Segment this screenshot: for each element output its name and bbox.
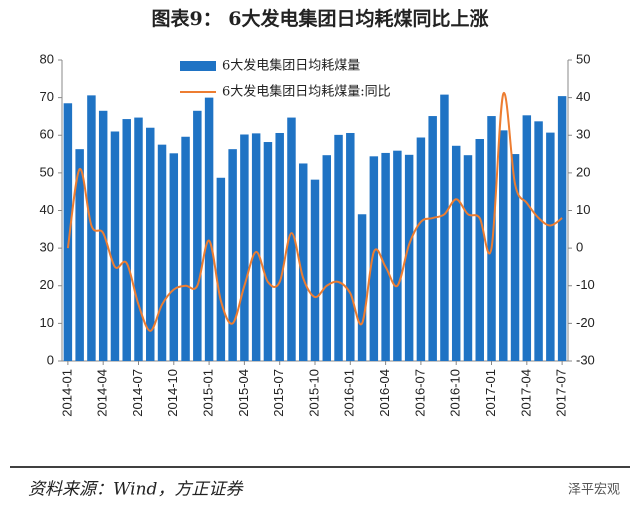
y-tick-label: 40 [40,202,54,217]
y2-tick-label: 20 [576,164,590,179]
bar [98,110,108,361]
bar [534,121,543,361]
bar [75,149,84,361]
bar [463,155,473,361]
x-tick-label: 2014-01 [59,369,74,417]
bar [440,94,449,362]
x-tick-label: 2015-04 [236,369,251,417]
x-tick-label: 2017-04 [518,369,533,417]
x-tick-label: 2015-07 [271,369,286,417]
bar [451,145,461,361]
bar [275,132,284,361]
bar [416,137,426,361]
bar [499,130,508,361]
legend-label: 6大发电集团日均耗煤量 [222,58,360,74]
bar [134,117,143,361]
y2-tick-label: 30 [576,127,590,142]
bar [557,96,567,362]
bar [169,153,179,361]
y-tick-label: 70 [40,89,54,104]
bar [146,127,155,361]
y2-tick-label: 50 [576,51,590,66]
bar [510,154,520,361]
bar [522,115,532,361]
bar [240,134,249,361]
bar [287,117,296,361]
y-tick-label: 0 [47,352,54,367]
bar [63,103,73,362]
x-tick-label: 2016-04 [377,369,392,417]
x-tick-label: 2015-01 [201,369,216,417]
legend-label: 6大发电集团日均耗煤量:同比 [222,84,391,100]
x-tick-label: 2014-07 [130,369,145,417]
bar [381,152,390,361]
bar [193,110,202,361]
bar [216,177,226,361]
bar [157,144,167,361]
bar [122,119,131,361]
bar [228,149,237,361]
watermark: 泽平宏观 [568,483,620,498]
y-tick-label: 80 [40,51,54,66]
x-tick-label: 2016-01 [342,369,357,417]
y-tick-label: 50 [40,164,54,179]
bar [428,116,437,361]
y2-tick-label: -20 [576,315,595,330]
source: 资料来源：Wind，方正证券 [28,480,244,500]
x-tick-label: 2017-07 [554,369,569,417]
legend-swatch [180,61,216,71]
bar [357,214,367,361]
bar [346,132,355,361]
bar [369,156,379,361]
bar [298,163,308,361]
x-tick-label: 2016-07 [412,369,427,417]
x-tick-label: 2014-10 [165,369,180,417]
y-tick-label: 10 [40,315,54,330]
bar [310,179,320,361]
line [66,92,563,332]
bar [251,133,261,361]
bar [334,134,343,361]
y2-tick-label: -30 [576,352,595,367]
bar [110,131,120,361]
bar [475,139,484,361]
bar [322,155,332,361]
y2-tick-label: 0 [576,240,583,255]
bar [263,142,273,361]
x-tick-label: 2016-10 [448,369,463,417]
y2-tick-label: 40 [576,89,590,104]
bar [404,154,414,361]
y2-tick-label: 10 [576,202,590,217]
chart-title: 图表9： 6大发电集团日均耗煤同比上涨 [151,7,488,30]
y-tick-label: 30 [40,240,54,255]
x-tick-label: 2014-04 [95,369,110,417]
x-tick-label: 2017-01 [483,369,498,417]
x-tick-label: 2015-10 [306,369,321,417]
bar [87,95,96,362]
bar [546,132,555,361]
bar [204,97,214,361]
bar [393,150,402,361]
bar [487,116,496,361]
y-tick-label: 20 [40,277,54,292]
y2-tick-label: -10 [576,277,595,292]
bar [181,136,190,361]
y-tick-label: 60 [40,127,54,142]
